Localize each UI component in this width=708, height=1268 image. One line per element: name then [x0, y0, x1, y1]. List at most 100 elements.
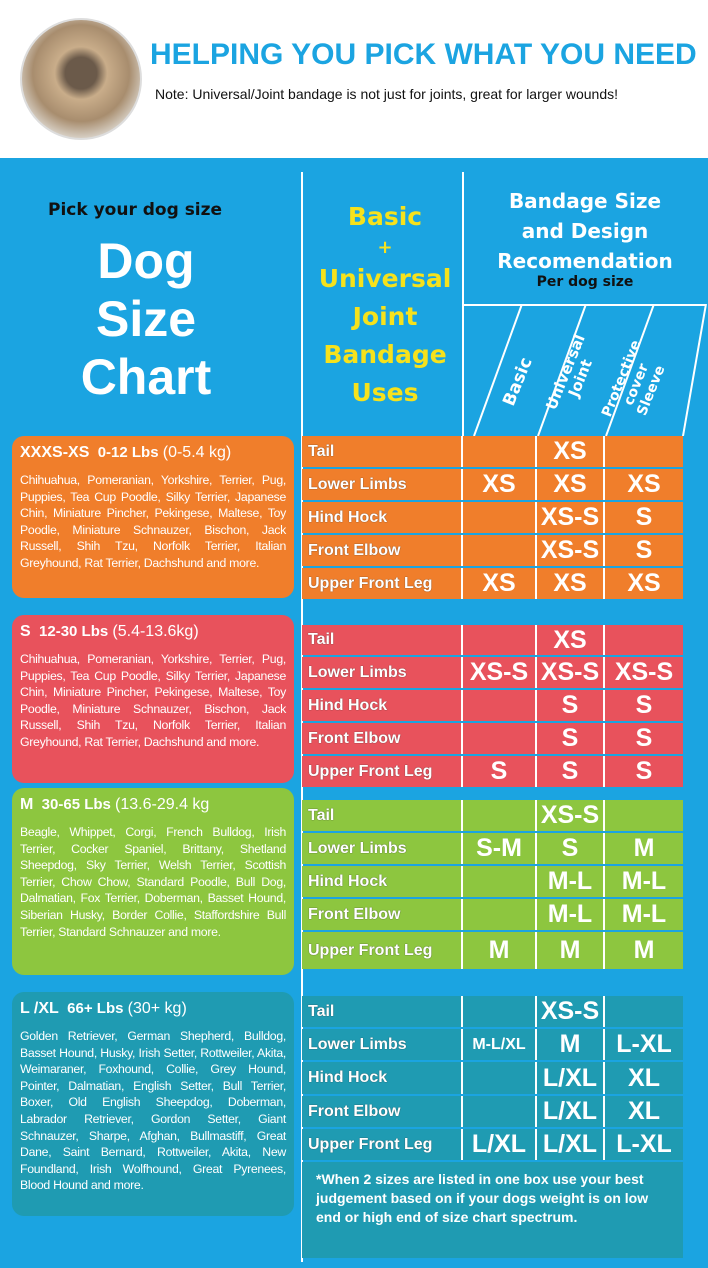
size-cell: M-L	[537, 866, 605, 897]
page-title: Dog Size Chart	[66, 232, 226, 406]
table-row: Lower Limbs S-M S M	[302, 833, 683, 864]
size-cell	[463, 690, 537, 721]
weight-kg: (13.6-29.4 kg	[115, 796, 210, 813]
headline: HELPING YOU PICK WHAT YOU NEED	[150, 38, 697, 71]
per-dog-size-label: Per dog size	[536, 274, 634, 290]
size-cell: S	[537, 756, 605, 787]
size-card: XXXS-XS 0-12 Lbs (0-5.4 kg) Chihuahua, P…	[12, 436, 294, 598]
table-row: Upper Front Leg S S S	[302, 756, 683, 787]
table-row: Front Elbow S S	[302, 723, 683, 754]
breed-list: Golden Retriever, German Shepherd, Bulld…	[20, 1029, 286, 1193]
size-cell	[463, 800, 537, 831]
table-row: Tail XS-S	[302, 996, 683, 1027]
header-note: Note: Universal/Joint bandage is not jus…	[155, 86, 619, 102]
table-row: Front Elbow XS-S S	[302, 535, 683, 566]
body-part-label: Hind Hock	[302, 690, 463, 721]
size-cell: L/XL	[537, 1129, 605, 1160]
weight-kg: (0-5.4 kg)	[162, 444, 232, 461]
size-cell: S	[537, 690, 605, 721]
size-cell: XS	[537, 625, 605, 655]
table-row: Hind Hock S S	[302, 690, 683, 721]
footnote: *When 2 sizes are listed in one box use …	[302, 1162, 683, 1258]
table-row: Upper Front Leg M M M	[302, 932, 683, 969]
size-cell: L/XL	[537, 1096, 605, 1127]
size-cell: S	[605, 502, 683, 533]
size-table-group: Tail XS Lower Limbs XS-S XS-S XS-S Hind Hock…	[302, 625, 683, 789]
size-cell: XS-S	[537, 657, 605, 688]
breed-list: Beagle, Whippet, Corgi, French Bulldog, …	[20, 825, 286, 939]
size-cell: XS	[537, 469, 605, 500]
heading-line: and Design	[521, 219, 649, 243]
size-cell: XS	[463, 568, 537, 599]
size-cell: M-L	[537, 899, 605, 930]
body-part-label: Tail	[302, 800, 463, 831]
table-row: Hind Hock L/XL XL	[302, 1062, 683, 1094]
weight-lbs: 12-30 Lbs	[39, 623, 109, 640]
size-table-group: Tail XS-S Lower Limbs S-M S M Hind Hock M-L M-…	[302, 800, 683, 971]
size-cell: XS	[605, 469, 683, 500]
size-cell: M	[605, 932, 683, 969]
table-row: Upper Front Leg L/XL L/XL L-XL	[302, 1129, 683, 1160]
size-label: S	[20, 623, 31, 640]
size-cell: S	[605, 756, 683, 787]
heading-line: Universal	[318, 264, 452, 293]
table-row: Lower Limbs XS XS XS	[302, 469, 683, 500]
size-cell: XS	[537, 568, 605, 599]
body-part-label: Tail	[302, 996, 463, 1027]
size-cell: S	[605, 535, 683, 566]
size-cell: XS-S	[463, 657, 537, 688]
size-cell: S	[605, 690, 683, 721]
size-cell: XS-S	[537, 996, 605, 1027]
table-row: Front Elbow L/XL XL	[302, 1096, 683, 1127]
size-cell: XS-S	[537, 502, 605, 533]
size-cell: M-L	[605, 899, 683, 930]
weight-lbs: 0-12 Lbs	[97, 444, 159, 461]
size-cell: M-L/XL	[463, 1029, 537, 1060]
body-part-label: Lower Limbs	[302, 657, 463, 688]
size-cell: XS	[605, 568, 683, 599]
size-cell: L/XL	[537, 1062, 605, 1094]
uses-heading: Basic + Universal Joint Bandage Uses	[310, 198, 460, 412]
weight-lbs: 30-65 Lbs	[41, 796, 111, 813]
body-part-label: Front Elbow	[302, 1096, 463, 1127]
size-cell	[605, 436, 683, 467]
heading-line: Basic	[347, 202, 423, 231]
breed-list: Chihuahua, Pomeranian, Yorkshire, Terrie…	[20, 652, 286, 749]
recommendation-heading: Bandage Size and Design Recomendation	[470, 186, 700, 276]
heading-line: Bandage	[323, 340, 447, 369]
size-label: XXXS-XS	[20, 444, 90, 461]
size-label: L /XL	[20, 1000, 59, 1017]
body-part-label: Lower Limbs	[302, 833, 463, 864]
size-cell	[605, 996, 683, 1027]
table-row: Front Elbow M-L M-L	[302, 899, 683, 930]
table-row: Lower Limbs XS-S XS-S XS-S	[302, 657, 683, 688]
size-cell: XS	[463, 469, 537, 500]
size-cell: M	[463, 932, 537, 969]
size-card-title: L /XL 66+ Lbs (30+ kg)	[20, 1000, 286, 1018]
size-label: M	[20, 796, 34, 813]
size-cell	[463, 1096, 537, 1127]
weight-kg: (5.4-13.6kg)	[112, 623, 199, 640]
size-cell: XS	[537, 436, 605, 467]
size-cell: M	[537, 932, 605, 969]
body-part-label: Tail	[302, 436, 463, 467]
size-cell: M-L	[605, 866, 683, 897]
table-row: Tail XS	[302, 436, 683, 467]
heading-line: +	[377, 237, 393, 258]
size-cell	[463, 436, 537, 467]
size-cell	[605, 800, 683, 831]
title-line: Chart	[80, 349, 212, 405]
size-cell: M	[537, 1029, 605, 1060]
size-cell: S	[537, 833, 605, 864]
size-table-group: Tail XS Lower Limbs XS XS XS Hind Hock XS-S S …	[302, 436, 683, 601]
heading-line: Recomendation	[497, 249, 673, 273]
size-cell: XS-S	[605, 657, 683, 688]
table-row: Hind Hock XS-S S	[302, 502, 683, 533]
header-banner: HELPING YOU PICK WHAT YOU NEED Note: Uni…	[0, 0, 708, 158]
body-part-label: Front Elbow	[302, 723, 463, 754]
size-card-title: XXXS-XS 0-12 Lbs (0-5.4 kg)	[20, 444, 286, 462]
size-cell	[463, 502, 537, 533]
body-part-label: Hind Hock	[302, 866, 463, 897]
body-part-label: Upper Front Leg	[302, 568, 463, 599]
weight-kg: (30+ kg)	[127, 1000, 187, 1017]
